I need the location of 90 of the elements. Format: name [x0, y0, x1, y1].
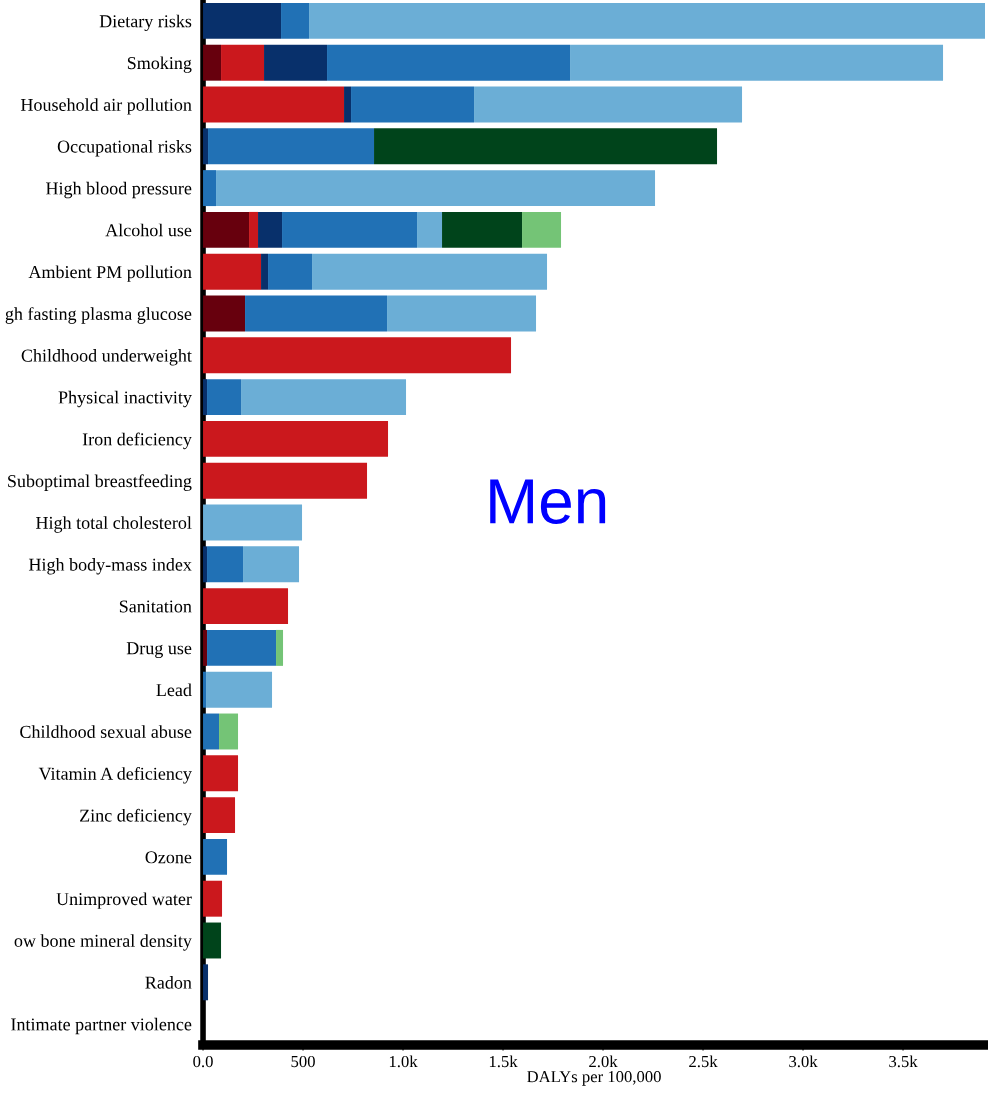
y-tick-label: High body-mass index [28, 558, 192, 575]
y-tick-label: Physical inactivity [58, 390, 192, 408]
x-tick-label: 2.0k [589, 1055, 618, 1068]
bar [309, 2, 986, 39]
y-tick-label: Sanitation [119, 600, 192, 613]
x-tick-label: 3.0k [789, 1055, 818, 1068]
bar [203, 671, 207, 708]
bar [258, 211, 283, 248]
bar [203, 713, 220, 750]
bar [264, 44, 328, 81]
bar [268, 253, 313, 290]
bar [203, 838, 228, 875]
bar [344, 86, 352, 123]
y-tick-label: Intimate partner violence [11, 1017, 192, 1035]
bar [203, 462, 368, 499]
y-tick-label: Radon [145, 976, 192, 989]
bar [203, 880, 223, 917]
y-tick-label: Zinc deficiency [80, 808, 192, 826]
bar [312, 253, 548, 290]
x-tick-label: 1.5k [489, 1055, 518, 1068]
bar [219, 713, 239, 750]
bar [203, 337, 512, 374]
y-tick-label: Ambient PM pollution [28, 265, 192, 282]
bar [570, 44, 944, 81]
bar [208, 128, 375, 165]
bar [276, 629, 284, 666]
bar [241, 379, 407, 416]
bar [522, 211, 562, 248]
bar [207, 546, 244, 583]
bar [417, 211, 443, 248]
y-tick-label: High blood pressure [46, 181, 192, 199]
bar [203, 420, 389, 457]
x-tick-label: 2.5k [689, 1055, 718, 1068]
bar [281, 2, 310, 39]
y-tick-label: Alcohol use [105, 223, 192, 237]
bar [474, 86, 743, 123]
y-tick-label: Suboptimal breastfeeding [8, 474, 192, 491]
bar [374, 128, 718, 165]
bar [249, 211, 259, 248]
bar [203, 504, 303, 541]
bar [442, 211, 523, 248]
bar [261, 253, 269, 290]
bar [387, 295, 537, 332]
bar [203, 379, 208, 416]
bar [282, 211, 418, 248]
y-tick-label: Vitamin A deficiency [38, 766, 192, 784]
bar [203, 964, 209, 1001]
bar [221, 44, 265, 81]
y-tick-label: High total cholesterol [36, 516, 192, 533]
y-tick-label: Iron deficiency [82, 432, 192, 450]
bar [245, 295, 388, 332]
bar [203, 546, 208, 583]
bar [327, 44, 571, 81]
y-tick-label: gh fasting plasma glucose [5, 307, 192, 324]
y-tick-label: Childhood underweight [21, 349, 192, 366]
bar [203, 86, 345, 123]
bar [203, 2, 282, 39]
bar [243, 546, 300, 583]
y-tick-label: Ozone [145, 851, 192, 864]
bar [203, 588, 289, 625]
y-tick-label: ow bone mineral density [14, 934, 192, 951]
bar [203, 922, 222, 959]
x-tick-label: 3.5k [889, 1055, 918, 1068]
y-tick-label: Drug use [126, 642, 192, 659]
x-axis-title: DALYs per 100,000 [527, 1071, 661, 1086]
y-tick-label: Smoking [127, 56, 192, 73]
bar [203, 128, 209, 165]
bar [203, 253, 262, 290]
bar [203, 211, 250, 248]
y-tick-label: Childhood sexual abuse [20, 725, 192, 738]
bar [203, 797, 236, 834]
bar [216, 170, 656, 207]
annotation: Men [490, 479, 606, 524]
x-tick-label: 0.0 [193, 1055, 213, 1068]
bar [206, 671, 273, 708]
bar [203, 170, 217, 207]
y-tick-label: Unimproved water [56, 892, 192, 909]
x-tick-label: 1.0k [389, 1055, 418, 1068]
y-tick-label: Dietary risks [99, 14, 192, 32]
bar [203, 295, 246, 332]
bar [207, 379, 242, 416]
y-tick-label: Household air pollution [20, 98, 192, 115]
bar [203, 629, 208, 666]
bar [207, 629, 277, 666]
bar [203, 44, 222, 81]
y-tick-label: Lead [156, 683, 192, 697]
y-tick-label: Occupational risks [57, 140, 192, 157]
bar [351, 86, 475, 123]
bar [203, 755, 239, 792]
x-tick-label: 500 [291, 1055, 315, 1068]
